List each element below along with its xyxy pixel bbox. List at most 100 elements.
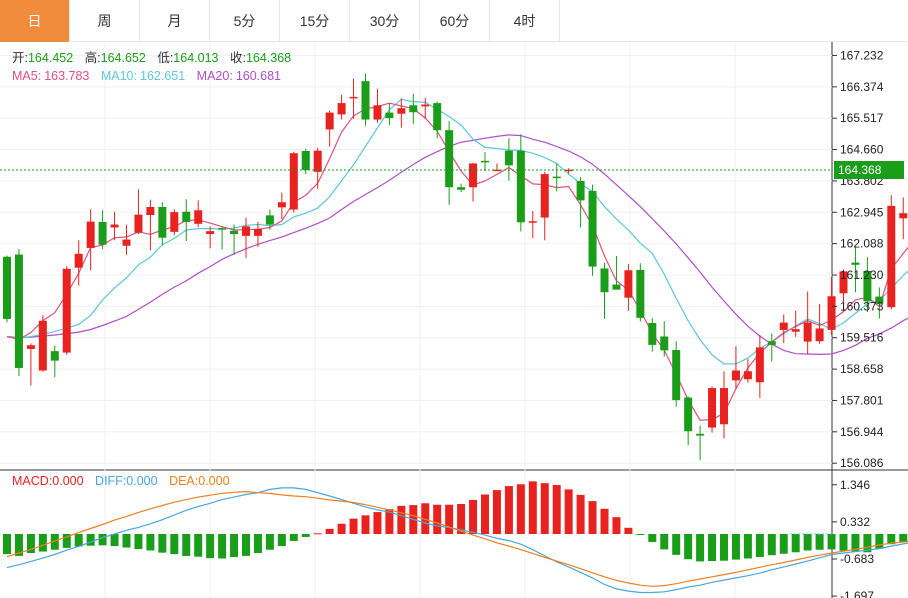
tab-day[interactable]: 日: [0, 0, 70, 42]
macd-bar: [839, 534, 848, 551]
tab-15min[interactable]: 15分: [280, 0, 350, 42]
candle-body: [660, 336, 669, 351]
candle-body: [86, 221, 95, 248]
candle-body: [337, 103, 346, 115]
candle-body: [170, 212, 179, 232]
macd-bar: [182, 534, 191, 556]
close-value: 164.368: [246, 51, 291, 65]
macd-bar: [684, 534, 693, 560]
macd-bar: [98, 534, 107, 546]
macd-bar: [325, 528, 334, 534]
candle-body: [146, 206, 155, 216]
candle-body: [194, 210, 203, 224]
macd-bar: [528, 481, 537, 534]
macd-bar: [624, 527, 633, 534]
tab-week[interactable]: 周: [70, 0, 140, 42]
last-price-marker: [834, 161, 904, 179]
macd-bar: [194, 534, 203, 557]
y-tick-label: 159.516: [840, 331, 884, 345]
macd-bar: [253, 534, 262, 554]
macd-bar: [648, 534, 657, 543]
candle-body: [731, 370, 740, 381]
candle-body: [887, 205, 896, 308]
macd-bar: [743, 534, 752, 559]
candle-body: [62, 268, 71, 353]
macd-bar: [481, 494, 489, 534]
candle-body: [839, 271, 848, 294]
macd-bar: [122, 534, 131, 548]
candle-body: [576, 181, 585, 201]
tab-4hour[interactable]: 4时: [490, 0, 560, 42]
y-tick-label: 156.086: [840, 456, 884, 470]
y-tick-label: 165.517: [840, 111, 884, 125]
tab-60min[interactable]: 60分: [420, 0, 490, 42]
macd-bar: [791, 534, 800, 553]
macd-bar: [851, 534, 860, 552]
ma-readout: MA5: 163.783 MA10: 162.651 MA20: 160.681: [12, 69, 281, 83]
candle-body: [684, 397, 693, 432]
candle-body: [289, 153, 298, 210]
candle-body: [3, 256, 11, 319]
candle-body: [540, 174, 549, 218]
macd-bar: [158, 534, 167, 553]
candle-body: [624, 270, 633, 298]
macd-bar: [206, 534, 215, 559]
ma5-line: [6, 102, 908, 421]
macd-bar: [110, 534, 119, 547]
y-tick-label: 166.374: [840, 80, 884, 94]
macd-bar: [50, 534, 59, 550]
ohlc-readout: 开:164.452 高:164.652 低:164.013 收:164.368: [12, 50, 291, 65]
macd-value: 0.000: [52, 474, 83, 488]
candle-body: [38, 320, 47, 371]
kline-chart[interactable]: 167.232166.374165.517164.660163.802162.9…: [0, 42, 908, 598]
macd-label: MACD:: [12, 474, 52, 488]
tab-30min[interactable]: 30分: [350, 0, 420, 42]
macd-bar: [660, 534, 669, 550]
candle-body: [158, 206, 167, 238]
tab-month[interactable]: 月: [140, 0, 210, 42]
candle-body: [720, 388, 728, 425]
candle-body: [815, 328, 824, 342]
macd-bar: [146, 534, 155, 551]
candle-body: [325, 112, 334, 130]
candle-body: [122, 239, 131, 246]
macd-bar: [612, 517, 621, 534]
macd-bar: [385, 509, 394, 534]
y-tick-label: 160.373: [840, 299, 884, 313]
close-label: 收:: [230, 51, 246, 65]
tab-5min[interactable]: 5分: [210, 0, 280, 42]
macd-bar: [803, 534, 812, 551]
macd-bar: [445, 504, 454, 534]
candle-body: [612, 284, 621, 290]
candle-body: [265, 215, 274, 225]
ma5-label: MA5:: [12, 69, 41, 83]
macd-bar: [74, 534, 83, 547]
macd-bar: [755, 534, 764, 558]
candle-body: [218, 228, 227, 230]
macd-bar: [421, 503, 430, 534]
macd-bar: [636, 534, 645, 535]
candle-body: [50, 351, 59, 361]
candle-body: [469, 163, 478, 188]
low-label: 低:: [157, 51, 173, 65]
candle-body: [230, 230, 239, 235]
ma20-label: MA20:: [197, 69, 233, 83]
y-tick-label: 162.088: [840, 237, 884, 251]
candle-body: [600, 268, 609, 293]
macd-bar: [552, 484, 561, 534]
period-tabs: 日 周 月 5分 15分 30分 60分 4时: [0, 0, 908, 42]
macd-bar: [3, 534, 11, 555]
macd-bar: [540, 483, 549, 534]
macd-bar: [14, 534, 23, 556]
open-label: 开:: [12, 51, 28, 65]
candle-body: [636, 269, 645, 318]
candle-body: [206, 231, 215, 235]
macd-bar: [301, 534, 310, 537]
candle-body: [134, 214, 143, 233]
macd-bar: [492, 490, 501, 534]
macd-bar: [731, 534, 740, 560]
ma10-value: 162.651: [140, 69, 185, 83]
chart-grid: [0, 42, 908, 598]
ma20-line: [6, 134, 908, 356]
dea-line: [6, 490, 908, 587]
